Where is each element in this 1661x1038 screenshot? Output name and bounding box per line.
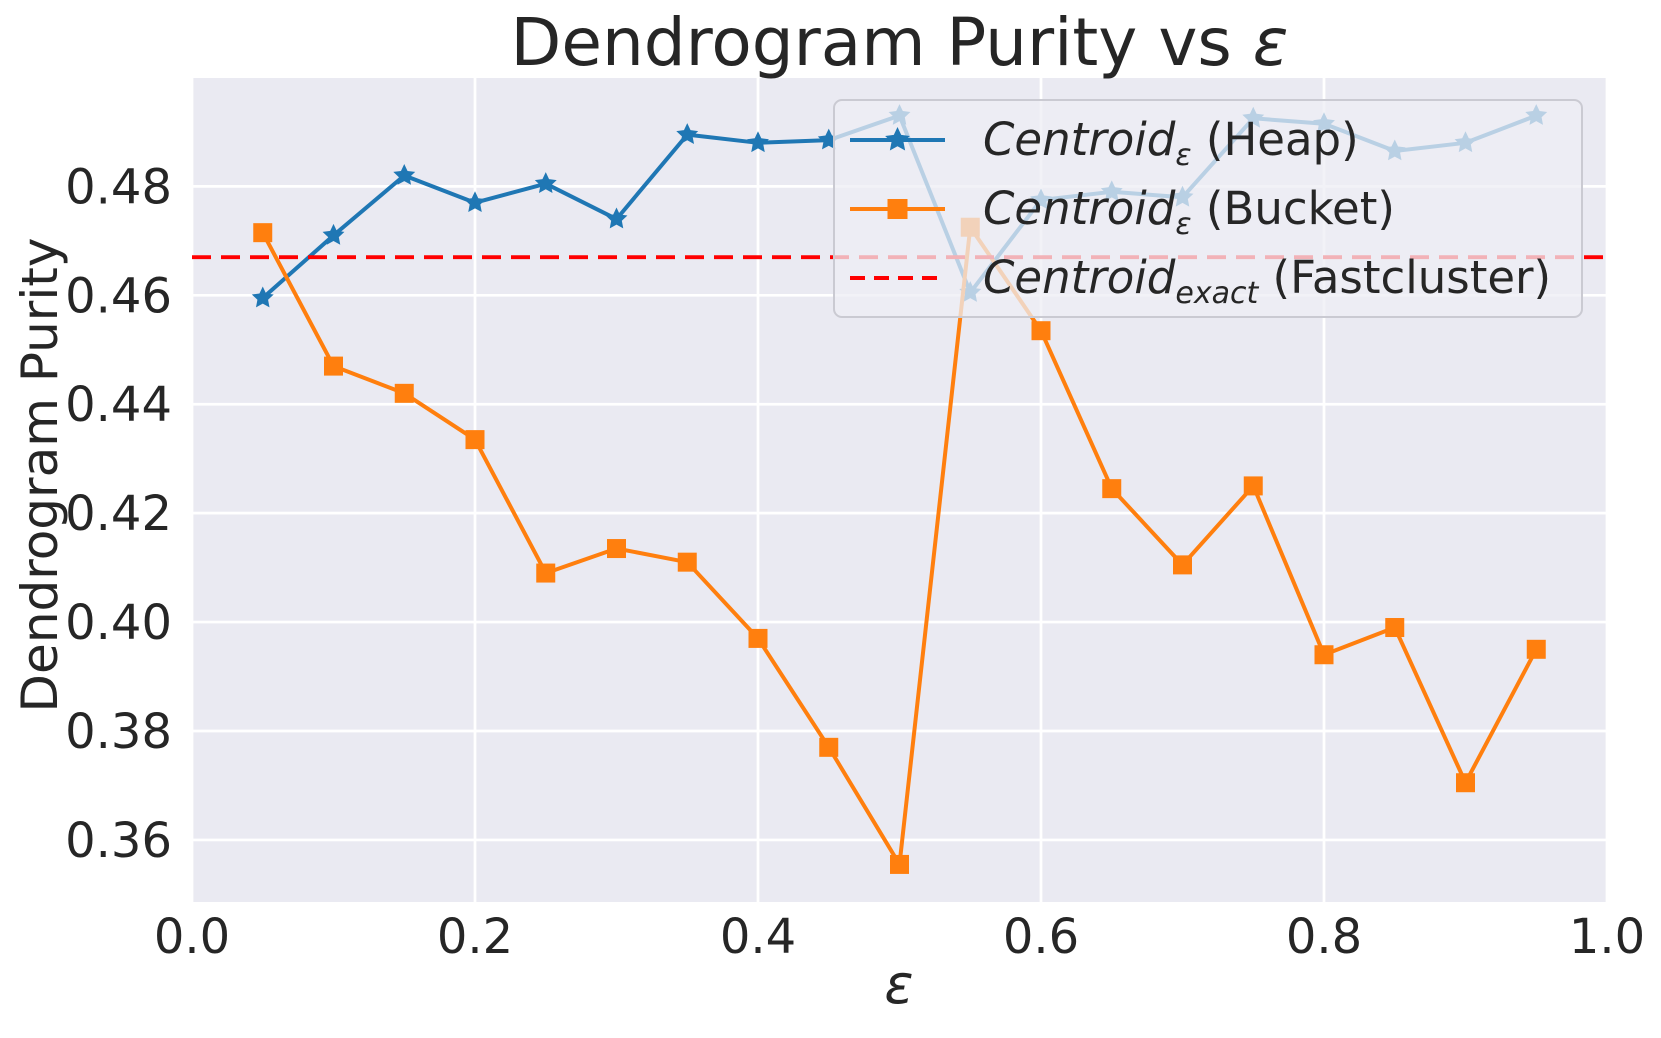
heap-marker [747, 131, 769, 153]
legend-label-rest: (Fastcluster) [1258, 251, 1552, 304]
bucket-marker [1173, 555, 1192, 575]
chart-title-epsilon: ε [1252, 4, 1289, 81]
y-tick-label: 0.46 [65, 268, 172, 324]
y-tick-label: 0.42 [65, 486, 172, 542]
square-marker [887, 198, 908, 219]
legend-label-main: Centroid [983, 251, 1176, 304]
heap-marker [393, 163, 416, 185]
x-tick-label: 1.0 [1569, 909, 1645, 965]
legend-label-main: Centroid [983, 113, 1176, 166]
x-tick-label: 0.2 [437, 909, 513, 965]
bucket-marker [819, 737, 839, 757]
heap-marker [605, 207, 628, 229]
legend-sample-exact [850, 275, 945, 280]
x-tick-label: 0.8 [1286, 909, 1362, 965]
bucket-marker [1385, 618, 1405, 638]
heap-marker [534, 172, 557, 193]
heap-marker [464, 191, 486, 213]
chart-title: Dendrogram Purity vs ε [192, 10, 1607, 76]
bucket-marker [465, 430, 485, 450]
heap-marker [251, 286, 274, 308]
bucket-marker [536, 563, 556, 583]
bucket-marker [324, 356, 343, 376]
bucket-marker [1243, 476, 1263, 496]
y-tick-label: 0.44 [65, 377, 172, 433]
bucket-marker [1526, 639, 1546, 659]
legend-label-sub: exact [1175, 276, 1259, 311]
chart-title-text: Dendrogram Purity vs [510, 4, 1253, 81]
y-tick-label: 0.38 [65, 704, 172, 760]
legend-label-heap: Centroidε (Heap) [983, 117, 1359, 171]
bucket-marker [890, 854, 909, 874]
star-marker [885, 126, 910, 151]
legend-label-sub: ε [1175, 207, 1192, 242]
legend-sample-bucket [850, 198, 945, 219]
x-tick-label: 0.4 [720, 909, 796, 965]
x-tick-label: 0.6 [1003, 909, 1079, 965]
bucket-marker [1102, 479, 1122, 499]
y-axis-label: Dendrogram Purity [11, 237, 69, 713]
bucket-marker [748, 628, 768, 648]
bucket-marker [677, 552, 697, 572]
legend-entry-heap: Centroidε (Heap) [850, 105, 1571, 174]
legend-entry-exact: Centroidexact (Fastcluster) [850, 243, 1571, 312]
y-tick-label: 0.36 [65, 813, 172, 869]
bucket-marker [394, 383, 414, 403]
y-tick-label: 0.48 [65, 159, 172, 215]
legend-label-rest: (Bucket) [1191, 182, 1395, 235]
bucket-marker [607, 539, 626, 559]
x-axis-label: ε [884, 953, 914, 1016]
heap-marker [676, 123, 699, 144]
legend-label-bucket: Centroidε (Bucket) [983, 186, 1395, 240]
bucket-marker [1031, 321, 1051, 341]
legend-label-rest: (Heap) [1191, 113, 1359, 166]
heap-marker [322, 223, 345, 245]
legend-label-sub: ε [1175, 138, 1192, 173]
legend: Centroidε (Heap) Centroidε (Bucket) Centro… [833, 99, 1583, 318]
x-tick-label: 0.0 [154, 909, 230, 965]
legend-entry-bucket: Centroidε (Bucket) [850, 174, 1571, 243]
bucket-marker [1314, 645, 1334, 665]
y-tick-label: 0.40 [65, 595, 172, 651]
legend-sample-heap [850, 126, 945, 151]
legend-label-exact: Centroidexact (Fastcluster) [983, 255, 1551, 309]
legend-label-main: Centroid [983, 182, 1176, 235]
bucket-marker [1456, 773, 1475, 793]
bucket-marker [253, 223, 273, 243]
